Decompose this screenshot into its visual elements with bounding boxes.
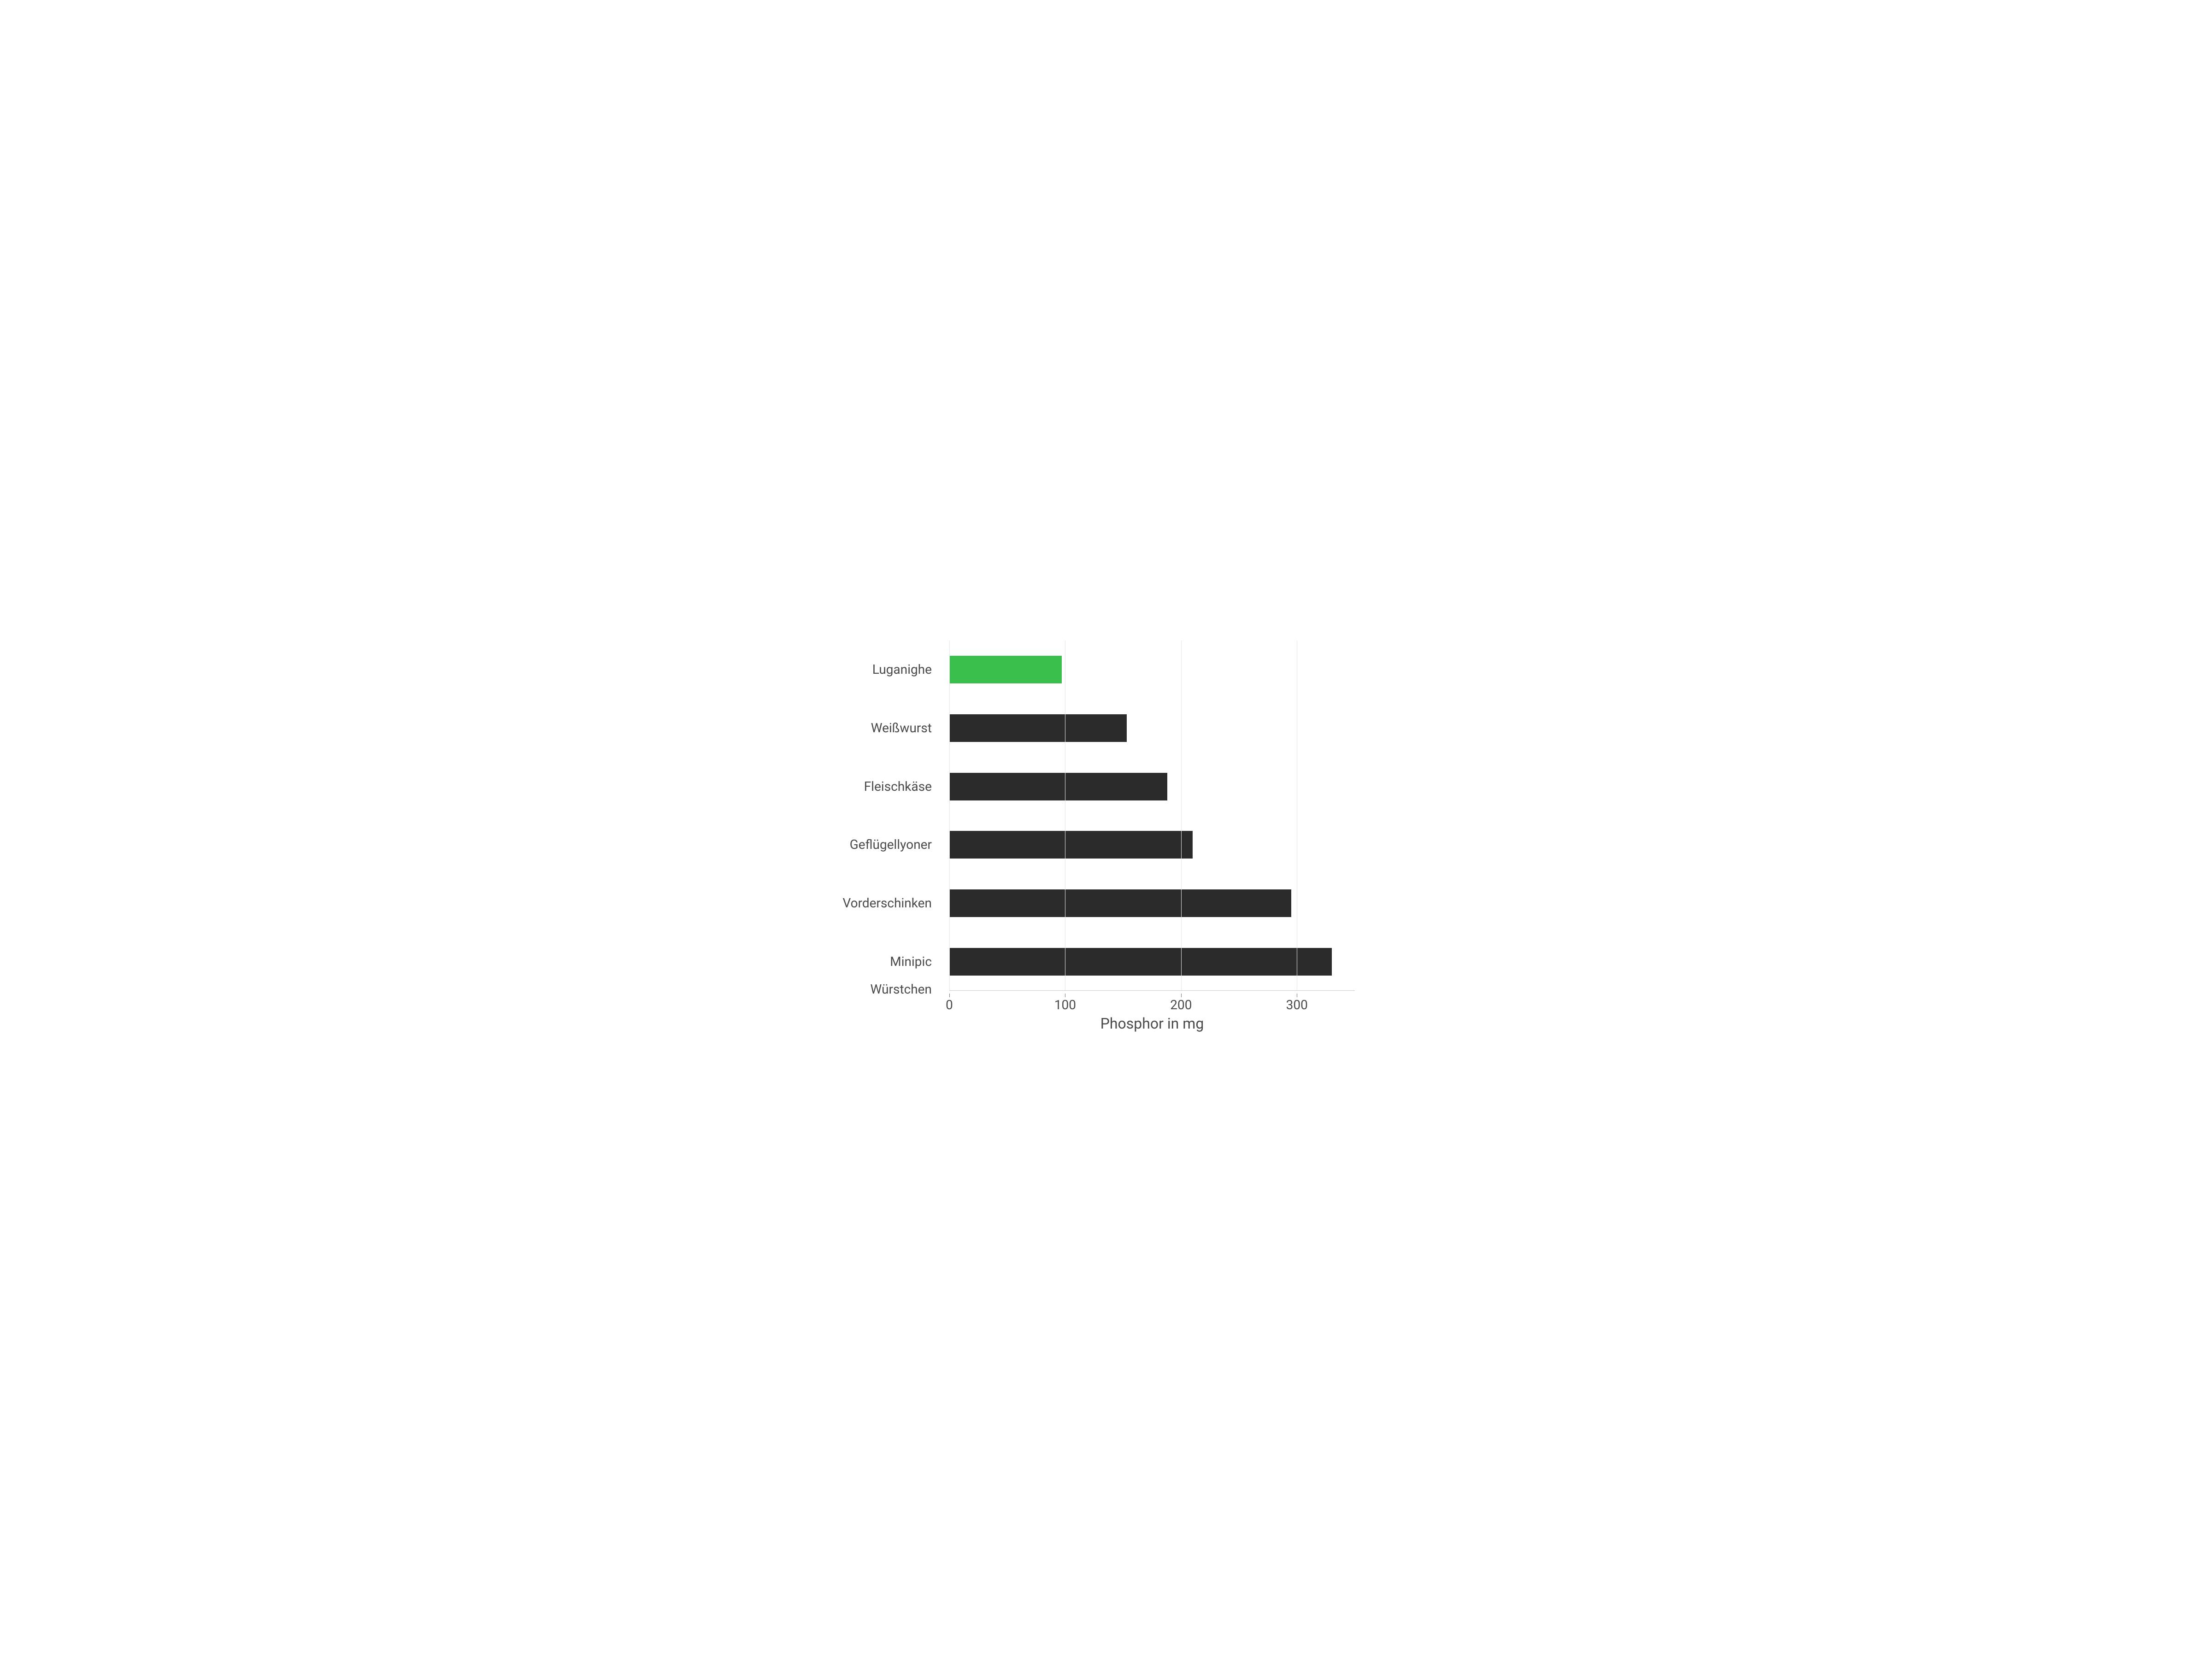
y-axis-label: Geflügellyoner <box>830 831 940 859</box>
x-tick-label: 300 <box>1286 997 1308 1012</box>
bar-row <box>949 831 1355 859</box>
bar-row <box>949 773 1355 800</box>
bar-row <box>949 714 1355 742</box>
y-axis-label: Fleischkäse <box>830 773 940 800</box>
y-axis-labels: Luganighe Weißwurst Fleischkäse Geflügellyo… <box>830 641 940 991</box>
gridline <box>949 641 950 991</box>
x-axis-title: Phosphor in mg <box>1100 1015 1204 1032</box>
bar-row <box>949 948 1355 976</box>
x-tick <box>1181 994 1182 997</box>
y-axis-label: Luganighe <box>830 656 940 683</box>
bar <box>949 773 1167 800</box>
bar-row <box>949 889 1355 917</box>
bar <box>949 948 1332 976</box>
gridline <box>1181 641 1182 991</box>
bar <box>949 714 1127 742</box>
bar <box>949 831 1193 859</box>
bar <box>949 889 1291 917</box>
y-axis-label: Minipic Würstchen <box>830 948 940 976</box>
y-axis-label: Vorderschinken <box>830 889 940 917</box>
x-tick <box>949 994 950 997</box>
plot-area <box>949 641 1355 991</box>
x-tick-label: 200 <box>1170 997 1192 1012</box>
phosphor-bar-chart: Luganighe Weißwurst Fleischkäse Geflügellyo… <box>830 622 1382 1037</box>
bar-row <box>949 656 1355 683</box>
x-tick-label: 100 <box>1054 997 1076 1012</box>
bar <box>949 656 1062 683</box>
bars-container <box>949 641 1355 991</box>
y-axis-label: Weißwurst <box>830 714 940 742</box>
x-axis: Phosphor in mg 0 100 200 300 <box>949 991 1355 1037</box>
x-tick-label: 0 <box>946 997 953 1012</box>
